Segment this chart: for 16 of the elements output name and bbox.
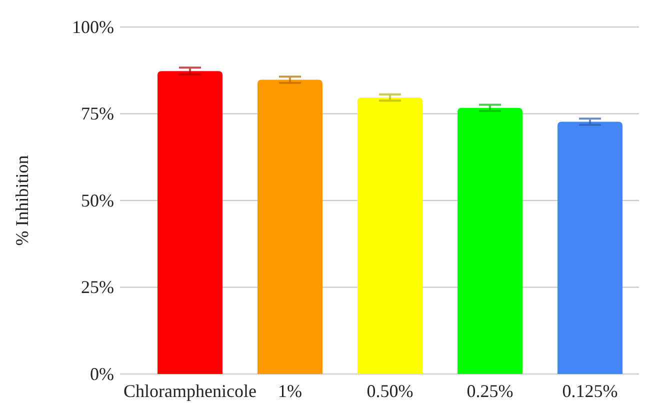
y-tick-label: 0% <box>90 364 114 384</box>
bar <box>558 122 622 374</box>
y-tick-label: 25% <box>81 277 114 298</box>
bar <box>358 97 422 374</box>
x-tick-label: Chloramphenicole <box>124 380 256 401</box>
x-tick-label: 0.125% <box>562 380 618 401</box>
bar <box>158 71 222 374</box>
x-tick-label: 0.25% <box>466 380 514 401</box>
bar <box>258 80 322 374</box>
y-axis-title: % Inhibition <box>12 155 32 246</box>
bar <box>458 108 522 374</box>
y-tick-label: 75% <box>81 104 114 124</box>
y-tick-label: 100% <box>72 16 114 37</box>
x-tick-label: 0.50% <box>366 380 414 401</box>
y-tick-label: 50% <box>81 190 114 210</box>
x-tick-label: 1% <box>278 380 302 401</box>
